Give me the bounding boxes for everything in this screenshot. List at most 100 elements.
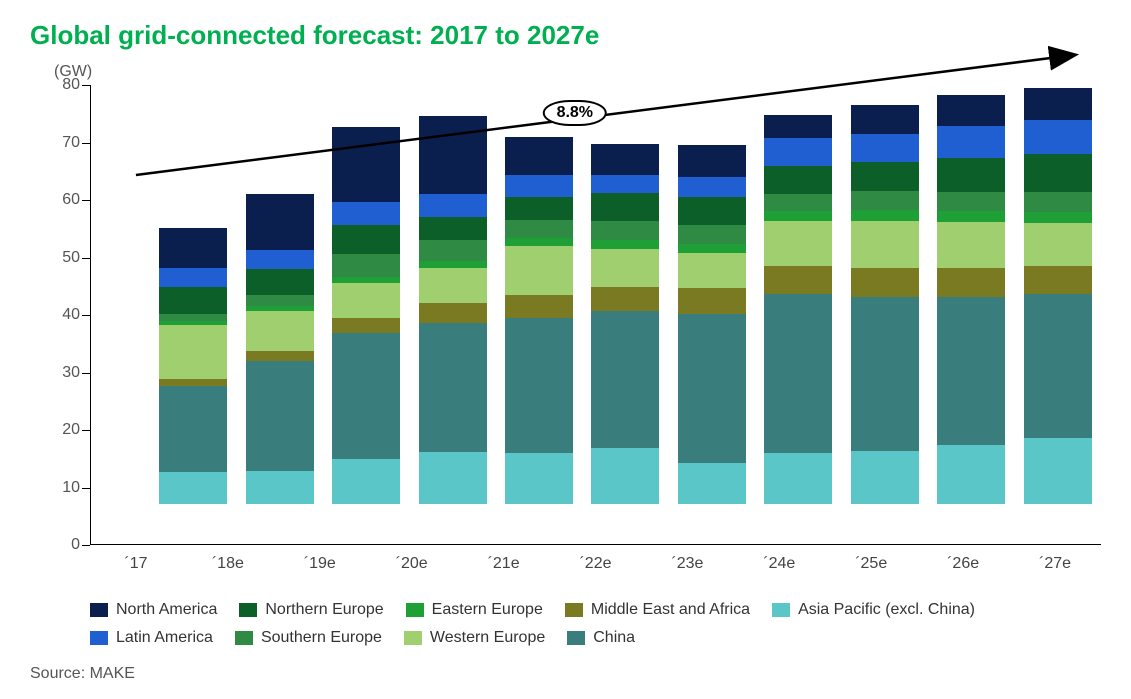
bar-segment — [937, 222, 1005, 268]
bar-segment — [851, 134, 919, 163]
legend-item: Northern Europe — [239, 601, 383, 619]
bar-group — [150, 85, 1101, 504]
y-tick — [82, 545, 90, 546]
y-tick — [82, 85, 90, 86]
bar — [505, 137, 573, 504]
bar-segment — [591, 311, 659, 448]
bar-segment — [678, 177, 746, 197]
bar-segment — [159, 268, 227, 286]
bar-segment — [937, 211, 1005, 223]
x-tick-label: ´17 — [102, 555, 170, 573]
y-tick-label: 10 — [40, 479, 80, 497]
bar-segment — [937, 192, 1005, 211]
bar-segment — [1024, 212, 1092, 224]
bar-segment — [591, 287, 659, 311]
bar-segment — [246, 311, 314, 351]
x-tick-label: ´23e — [653, 555, 721, 573]
bar-segment — [591, 249, 659, 286]
x-tick-label: ´19e — [286, 555, 354, 573]
legend-item: Asia Pacific (excl. China) — [772, 601, 975, 619]
bar-segment — [246, 194, 314, 250]
bar-segment — [678, 253, 746, 288]
y-tick-label: 50 — [40, 249, 80, 267]
bar-segment — [851, 210, 919, 222]
bar-segment — [937, 158, 1005, 191]
bar-segment — [505, 246, 573, 295]
bar-segment — [1024, 294, 1092, 439]
bar-segment — [419, 268, 487, 303]
bar-segment — [764, 294, 832, 454]
plot-area: 8.8% — [90, 85, 1101, 545]
legend-item: Latin America — [90, 629, 213, 647]
bar-segment — [764, 194, 832, 211]
bar-segment — [505, 318, 573, 453]
bar-segment — [246, 351, 314, 361]
legend-item: North America — [90, 601, 217, 619]
legend-item: China — [567, 629, 635, 647]
bar-segment — [159, 287, 227, 315]
y-tick-label: 60 — [40, 191, 80, 209]
x-tick-label: ´24e — [745, 555, 813, 573]
legend-label: Eastern Europe — [432, 601, 543, 619]
bar-segment — [678, 314, 746, 462]
bar-segment — [851, 191, 919, 209]
legend-item: Eastern Europe — [406, 601, 543, 619]
legend-label: China — [593, 629, 635, 647]
bar-segment — [159, 472, 227, 504]
legend-label: North America — [116, 601, 217, 619]
bar-segment — [937, 268, 1005, 297]
bar-segment — [246, 250, 314, 268]
y-tick — [82, 430, 90, 431]
bar-segment — [851, 451, 919, 504]
y-tick-label: 20 — [40, 421, 80, 439]
bar-segment — [159, 325, 227, 380]
bar-segment — [591, 193, 659, 221]
bar — [764, 115, 832, 504]
bar — [159, 228, 227, 504]
bar — [419, 116, 487, 504]
bar-segment — [419, 261, 487, 268]
y-tick — [82, 258, 90, 259]
bar-segment — [764, 115, 832, 138]
bar — [851, 105, 919, 504]
x-tick-label: ´26e — [929, 555, 997, 573]
y-tick-label: 80 — [40, 76, 80, 94]
bar-segment — [591, 144, 659, 175]
bar-segment — [764, 211, 832, 221]
bar-segment — [246, 471, 314, 504]
bar-segment — [851, 221, 919, 268]
bar-segment — [678, 288, 746, 314]
legend: North America Northern Europe Eastern Euro… — [90, 601, 1090, 647]
bar-segment — [419, 116, 487, 194]
bar-segment — [937, 126, 1005, 158]
y-tick — [82, 315, 90, 316]
chart-area: 01020304050607080 8.8% ´17´18e´19e´20e´2… — [30, 85, 1101, 585]
legend-swatch — [239, 603, 257, 617]
bar-segment — [764, 453, 832, 504]
bar-segment — [678, 197, 746, 225]
bar-segment — [159, 386, 227, 472]
bar-segment — [159, 228, 227, 268]
bar-segment — [505, 197, 573, 220]
bar-segment — [851, 297, 919, 451]
trend-label: 8.8% — [543, 100, 607, 126]
y-tick — [82, 488, 90, 489]
bar — [332, 127, 400, 504]
legend-swatch — [90, 631, 108, 645]
bar-segment — [851, 105, 919, 134]
source-label: Source: MAKE — [30, 665, 1101, 683]
bar-segment — [159, 379, 227, 386]
legend-item: Southern Europe — [235, 629, 382, 647]
y-tick — [82, 200, 90, 201]
legend-label: Asia Pacific (excl. China) — [798, 601, 975, 619]
bar-segment — [246, 295, 314, 307]
bar-segment — [591, 448, 659, 504]
bar-segment — [159, 314, 227, 321]
bar-segment — [419, 452, 487, 504]
y-tick-label: 0 — [40, 536, 80, 554]
bar-segment — [332, 225, 400, 255]
x-tick-label: ´20e — [378, 555, 446, 573]
y-tick-label: 70 — [40, 134, 80, 152]
x-axis-labels: ´17´18e´19e´20e´21e´22e´23e´24e´25e´26e´… — [90, 545, 1101, 585]
legend-swatch — [567, 631, 585, 645]
